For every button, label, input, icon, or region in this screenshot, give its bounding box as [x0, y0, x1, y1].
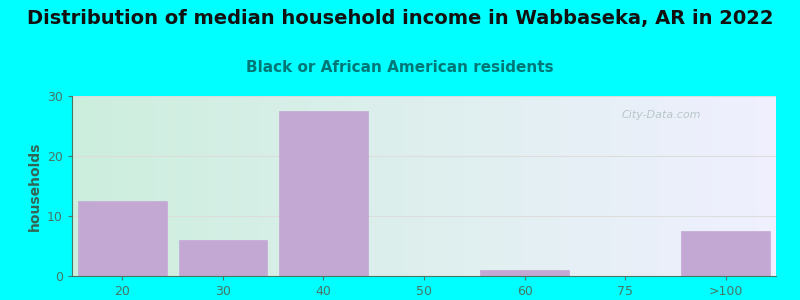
Text: City-Data.com: City-Data.com [621, 110, 701, 120]
Bar [279, 111, 368, 276]
Bar [682, 231, 770, 276]
Text: Distribution of median household income in Wabbaseka, AR in 2022: Distribution of median household income … [26, 9, 774, 28]
Text: Black or African American residents: Black or African American residents [246, 60, 554, 75]
Bar [178, 240, 267, 276]
Bar [480, 270, 569, 276]
Bar [78, 201, 166, 276]
Y-axis label: households: households [27, 141, 42, 231]
